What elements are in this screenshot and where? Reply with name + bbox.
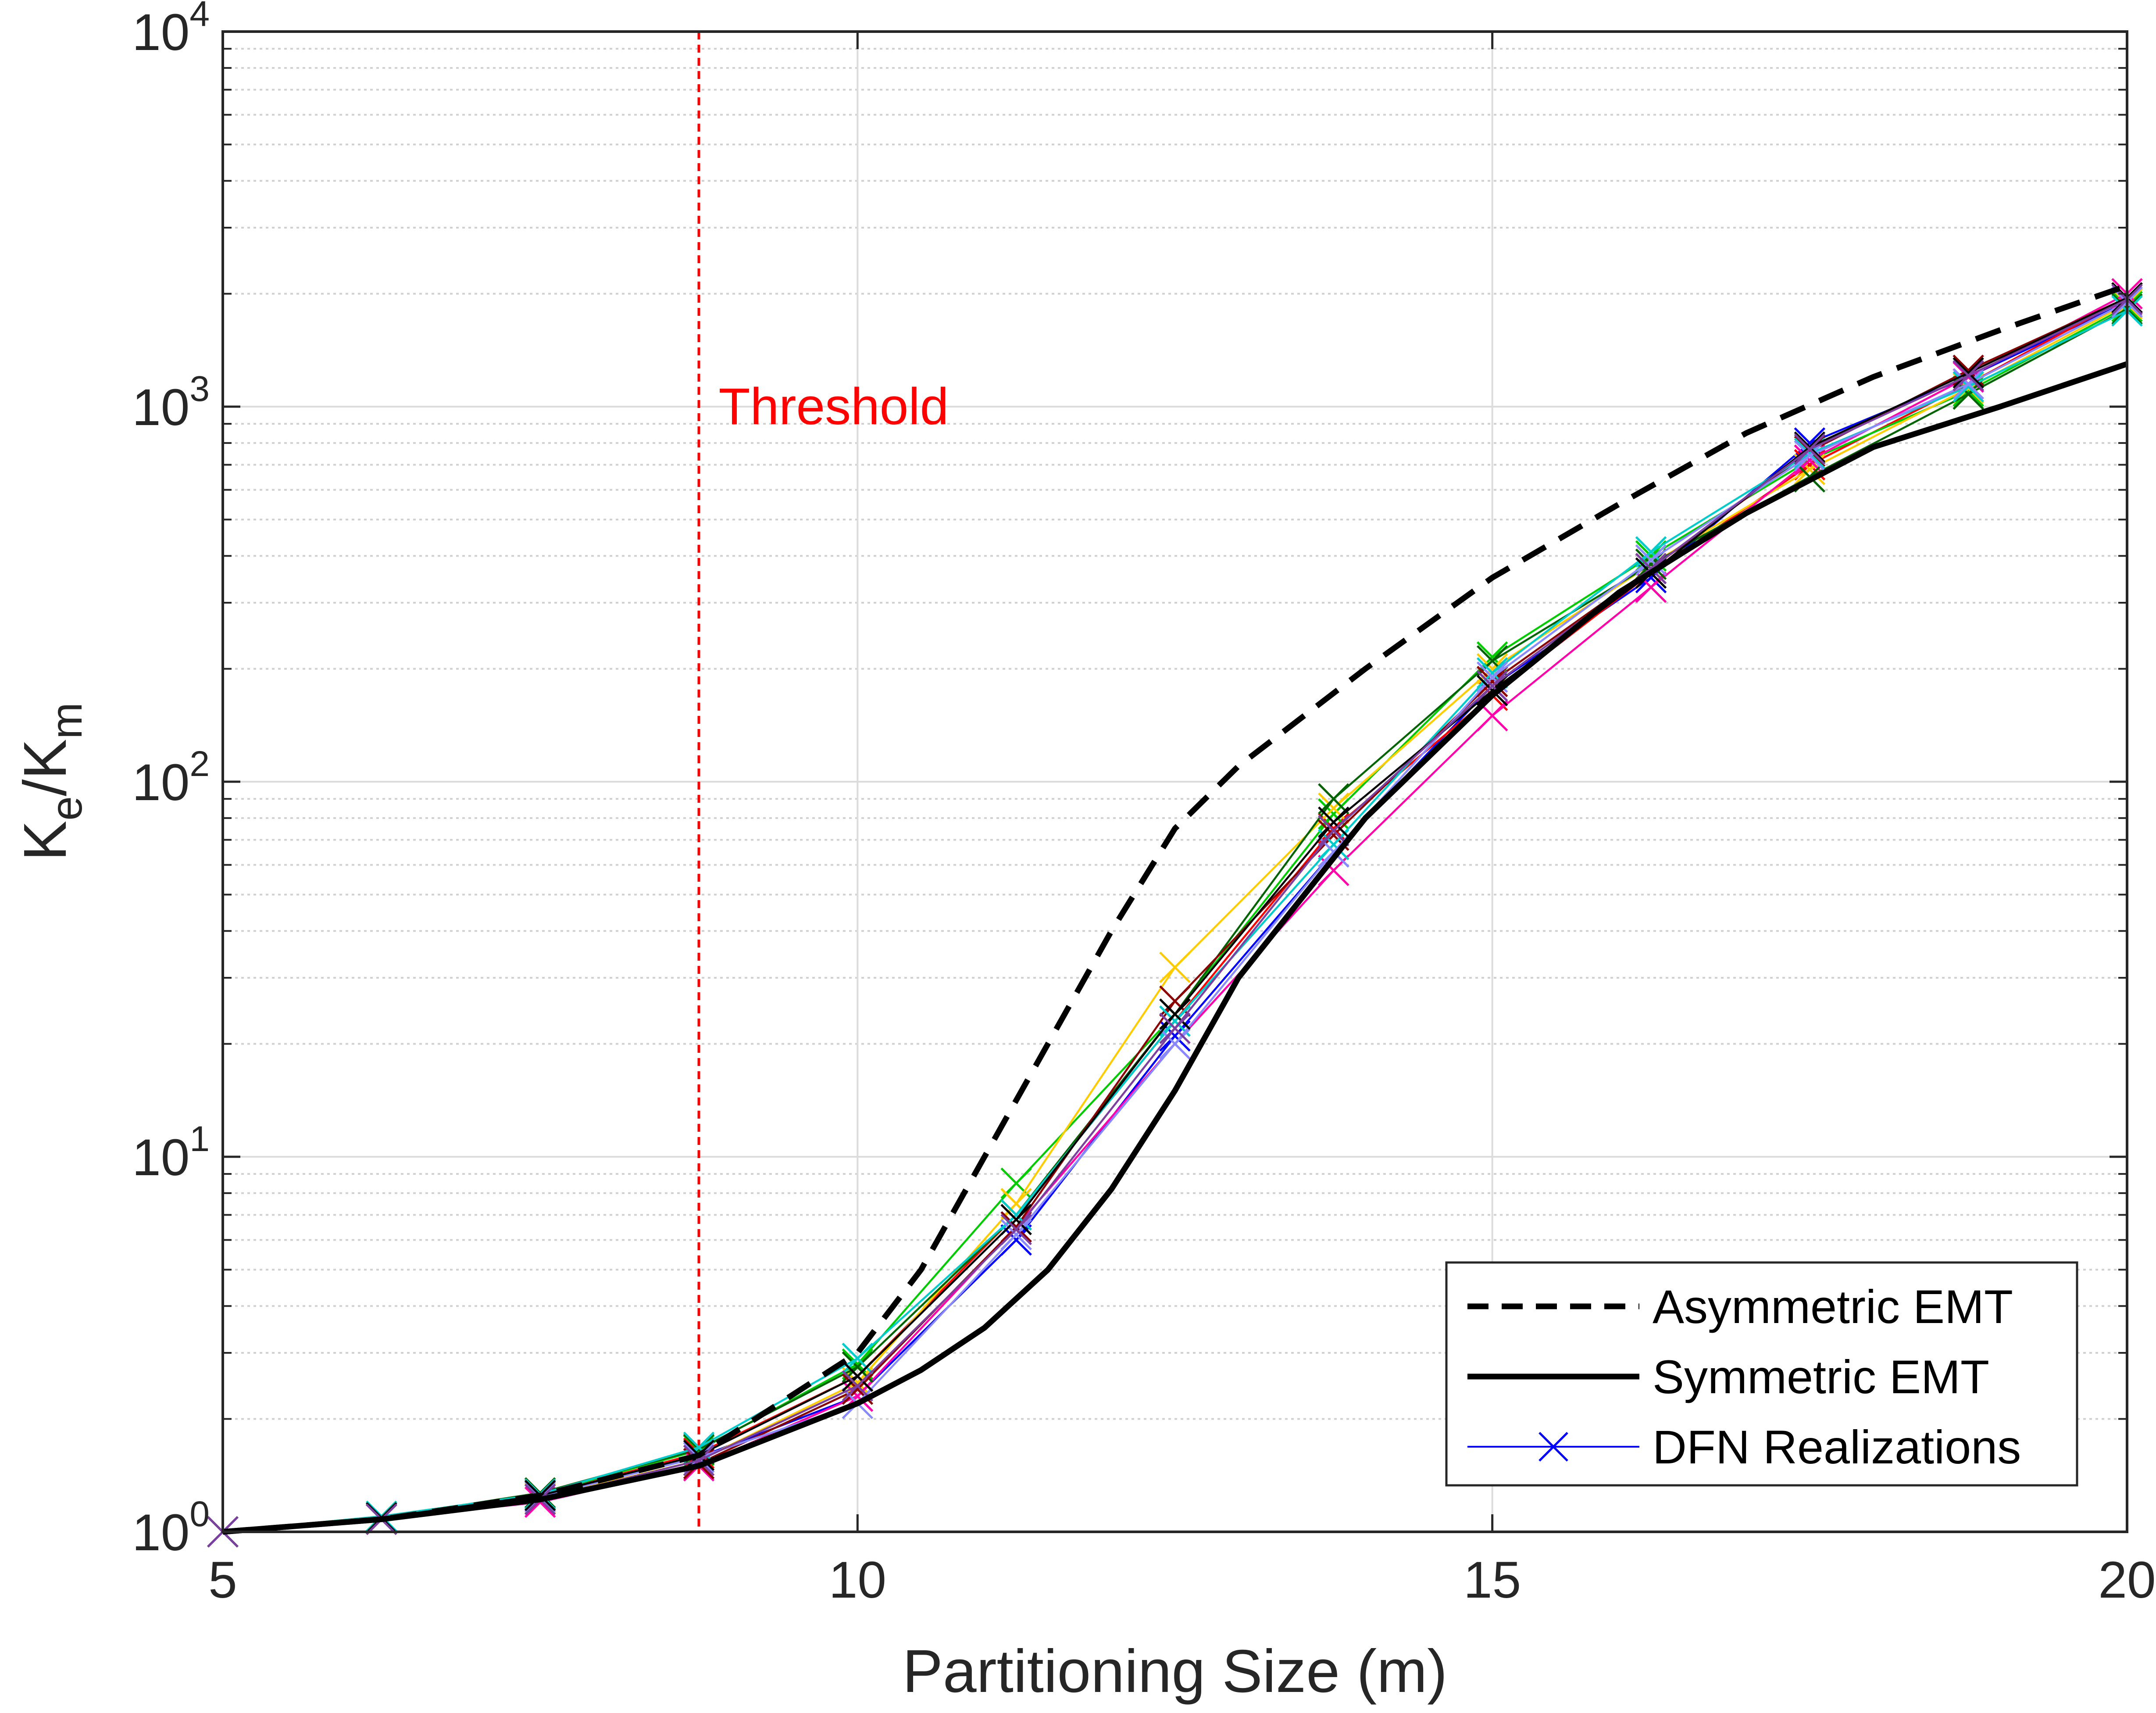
dfn-realization-point [1953,360,1984,391]
legend-label-dfn-realizations: DFN Realizations [1653,1420,2021,1473]
dfn-realization-point [1318,792,1349,824]
y-tick-label-exponent: 4 [189,0,210,34]
dfn-realization-point [842,1342,874,1374]
x-tick-label: 15 [1464,1551,1521,1609]
dfn-realization-point [1000,1204,1032,1235]
x-tick-label: 10 [829,1551,886,1609]
y-tick-label-base: 10 [132,754,189,812]
y-tick-label-base: 10 [132,379,189,436]
dfn-realization-point [1318,783,1349,815]
x-axis-title: Partitioning Size (m) [903,1638,1447,1705]
y-axis-title-sub-e: e [42,796,91,821]
dfn-realization-point [1953,357,1984,389]
x-tick-label: 5 [208,1551,237,1609]
dfn-realization-point [1159,1028,1191,1060]
x-tick-label: 20 [2098,1551,2156,1609]
y-tick-label: 103 [132,369,210,436]
dfn-realization-point [1159,1012,1191,1044]
dfn-realization-point [842,1360,874,1392]
legend: Asymmetric EMT Symmetric EMT DFN Realiza… [1445,1261,2078,1487]
dfn-realization-point [1794,433,1826,465]
dfn-realization-point [1476,665,1508,697]
asymmetric-emt-line [222,283,2128,1535]
y-tick-label: 102 [132,744,210,812]
y-tick-label-exponent: 2 [189,744,210,784]
threshold-label: Threshold [719,378,949,436]
dfn-realization-point [1159,998,1191,1030]
symmetric-emt-line [222,361,2128,1535]
y-axis-title-k2: K [11,739,79,780]
dfn-realization-point [1000,1219,1032,1251]
dfn-realization-point [1794,427,1826,459]
dfn-realization-point [1476,675,1508,706]
y-tick-label-base: 10 [132,1129,189,1187]
y-axis-title-slash: / [11,779,79,796]
dfn-realization-point [1476,670,1508,702]
y-tick-label: 104 [132,0,210,61]
legend-marker-dfn-realizations [1538,1432,1568,1462]
legend-label-symmetric-emt: Symmetric EMT [1653,1350,1989,1403]
dfn-realization-point [1159,951,1191,983]
y-tick-label-exponent: 1 [189,1119,210,1159]
dfn-realization-point [1318,815,1349,847]
dfn-realization-point [1794,440,1826,472]
dfn-realization-point [1953,368,1984,400]
y-tick-label-base: 10 [132,4,189,61]
series-layer [207,278,2143,1548]
threshold-marker: Threshold [697,32,949,1532]
y-axis-title-k1: K [11,821,79,861]
y-tick-label-exponent: 0 [189,1494,210,1534]
dfn-realization-point [1000,1213,1032,1245]
legend-label-asymmetric-emt: Asymmetric EMT [1653,1280,2013,1333]
dfn-realization-point [1635,544,1667,576]
y-tick-label: 100 [132,1494,210,1562]
y-axis-title-sub-m: m [42,702,91,739]
dfn-realization-point [1318,806,1349,838]
y-tick-label: 101 [132,1119,210,1187]
y-tick-label-base: 10 [132,1504,189,1562]
y-tick-label-exponent: 3 [189,369,210,409]
y-axis-title: Ke/Km [11,702,91,861]
